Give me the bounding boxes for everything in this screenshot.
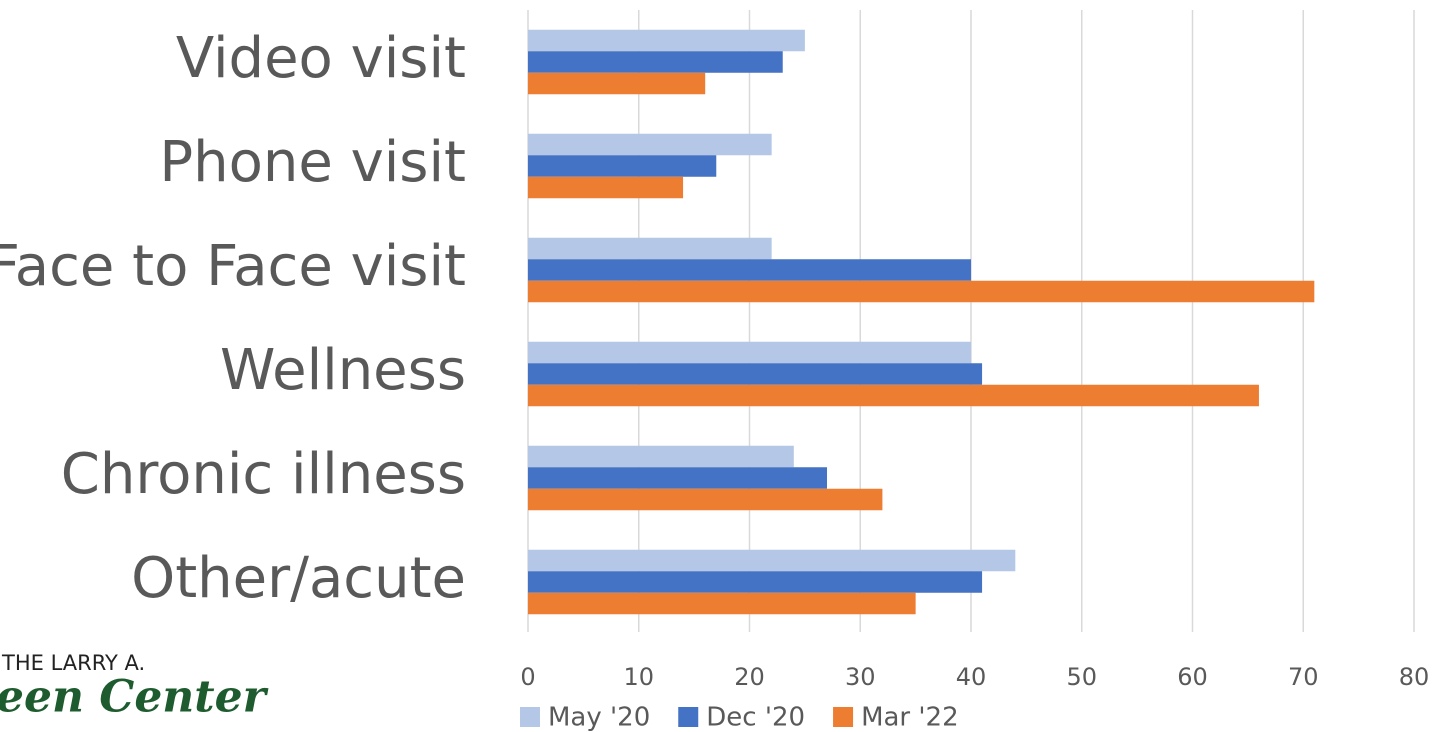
bar xyxy=(528,259,971,281)
legend-swatch xyxy=(678,707,699,727)
category-label: Chronic illness xyxy=(61,442,466,507)
bar xyxy=(528,592,916,615)
bar xyxy=(528,72,706,95)
bar xyxy=(528,363,983,385)
category-label: Video visit xyxy=(176,26,466,91)
bar xyxy=(528,176,684,199)
x-tick-label: 70 xyxy=(1288,663,1319,691)
bar xyxy=(528,467,828,489)
bar xyxy=(528,549,1016,572)
bar xyxy=(528,237,772,260)
category-label: Other/acute xyxy=(131,546,466,611)
category-label: Phone visit xyxy=(159,130,466,195)
legend-swatch xyxy=(520,707,540,727)
category-label: Wellness xyxy=(220,338,466,403)
bar xyxy=(528,445,794,468)
x-tick-label: 20 xyxy=(734,663,765,691)
bar xyxy=(528,571,983,593)
legend-swatch xyxy=(833,707,854,727)
x-tick-label: 60 xyxy=(1177,663,1208,691)
legend-label: Mar '22 xyxy=(861,703,959,732)
x-tick-label: 0 xyxy=(520,663,535,691)
bar xyxy=(528,133,772,156)
x-tick-label: 40 xyxy=(956,663,987,691)
bar xyxy=(528,280,1315,303)
logo-text: een Center xyxy=(0,672,269,723)
x-tick-label: 80 xyxy=(1399,663,1430,691)
x-tick-label: 30 xyxy=(845,663,876,691)
bar xyxy=(528,155,717,177)
bar xyxy=(528,341,971,364)
bar xyxy=(528,488,883,511)
bar xyxy=(528,384,1259,407)
bar xyxy=(528,29,805,52)
logo-text: THE LARRY A. xyxy=(1,651,145,675)
x-tick-label: 10 xyxy=(623,663,654,691)
legend-label: May '20 xyxy=(548,703,650,732)
legend-label: Dec '20 xyxy=(706,703,805,732)
bar xyxy=(528,51,783,73)
category-label: Face to Face visit xyxy=(0,234,466,299)
x-tick-label: 50 xyxy=(1066,663,1097,691)
